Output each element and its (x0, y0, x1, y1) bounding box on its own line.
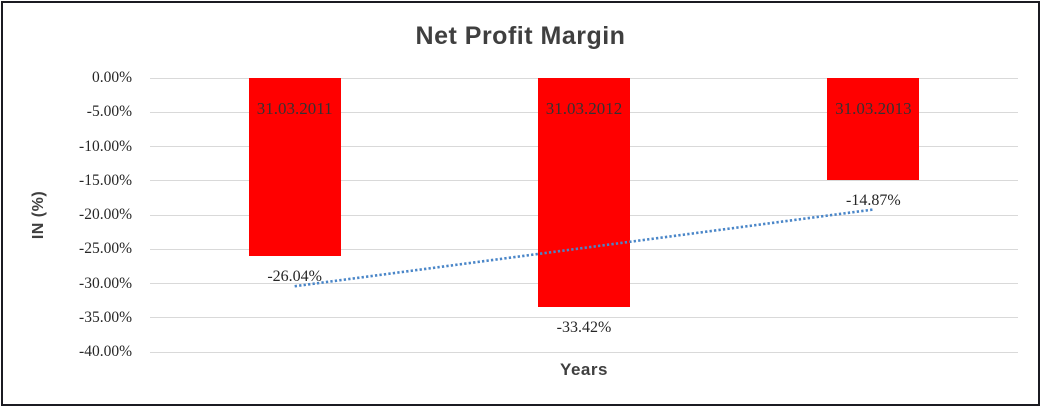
x-axis-title: Years (560, 360, 608, 379)
y-tick-label: -25.00% (79, 240, 132, 258)
y-tick-label: -15.00% (79, 171, 132, 189)
gridline (150, 317, 1018, 319)
y-tick-label: -5.00% (86, 103, 132, 121)
data-label: -14.87% (846, 191, 901, 209)
y-tick-label: -35.00% (79, 308, 132, 326)
y-tick-label: -40.00% (79, 343, 132, 360)
y-tick-label: 0.00% (91, 69, 132, 86)
bar-category-label: 31.03.2013 (835, 99, 912, 118)
y-tick-label: -30.00% (79, 274, 132, 292)
bar-category-label: 31.03.2011 (256, 99, 333, 118)
chart-title: Net Profit Margin (415, 22, 626, 50)
y-tick-label: -10.00% (79, 137, 132, 155)
bar (827, 78, 920, 180)
y-tick-label: -20.00% (79, 206, 132, 223)
gridline (150, 351, 1018, 353)
data-label: -33.42% (556, 318, 612, 336)
data-label: -26.04% (267, 268, 322, 286)
bar-category-label: 31.03.2012 (545, 99, 623, 118)
